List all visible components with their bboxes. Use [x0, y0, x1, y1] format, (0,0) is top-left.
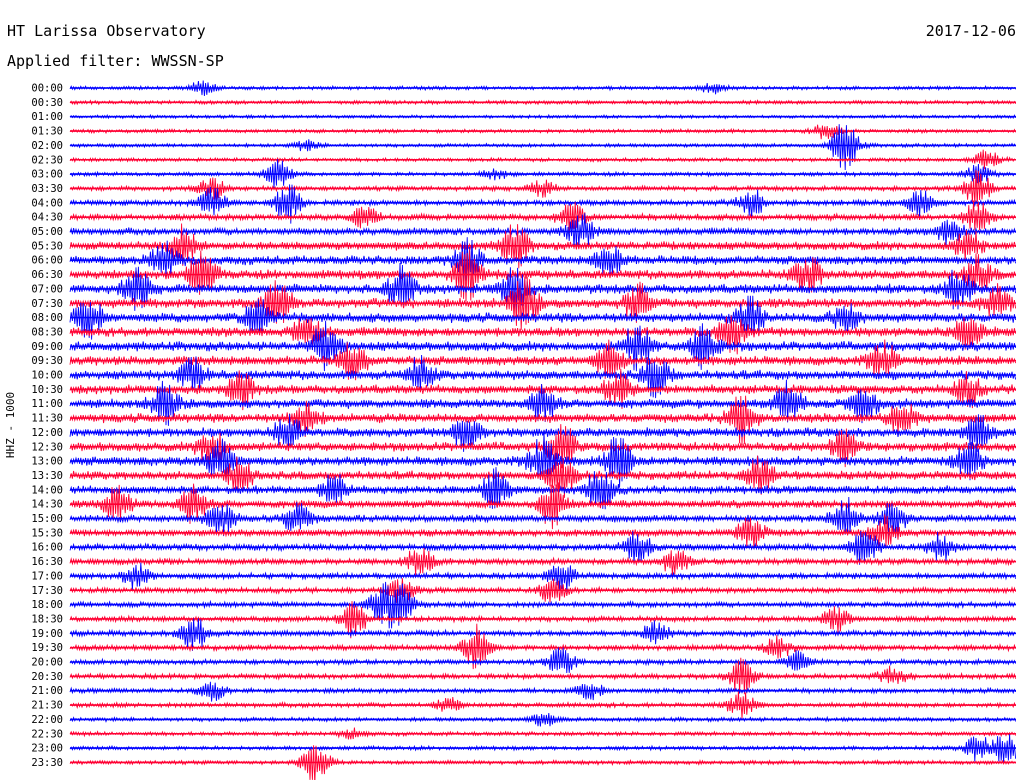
time-label-1600: 16:00	[31, 542, 63, 554]
time-label-2330: 23:30	[31, 757, 63, 769]
time-label-0100: 01:00	[31, 111, 63, 123]
time-label-1900: 19:00	[31, 628, 63, 640]
time-label-0630: 06:30	[31, 269, 63, 281]
trace-2000	[69, 647, 1017, 674]
time-label-0530: 05:30	[31, 240, 63, 252]
time-label-1700: 17:00	[31, 570, 63, 582]
time-label-2000: 20:00	[31, 657, 63, 669]
trace-1900	[69, 618, 1016, 651]
y-axis-label: HHZ - 1000	[4, 392, 17, 458]
trace-1600	[69, 530, 1017, 565]
time-label-1100: 11:00	[31, 398, 63, 410]
time-label-1830: 18:30	[31, 613, 63, 625]
time-label-1230: 12:30	[31, 441, 63, 453]
time-label-0300: 03:00	[31, 169, 63, 181]
time-label-1400: 14:00	[31, 484, 63, 496]
time-label-0230: 02:30	[31, 154, 63, 166]
time-labels: 00:00 00:30 01:00 01:30 02:00 02:30 03:00 03:30…	[31, 83, 63, 769]
trace-0130	[69, 124, 1017, 140]
time-label-1200: 12:00	[31, 427, 63, 439]
time-label-1130: 11:30	[31, 413, 63, 425]
trace-1330	[69, 455, 1017, 498]
time-label-0800: 08:00	[31, 312, 63, 324]
time-label-1630: 16:30	[31, 556, 63, 568]
time-label-0830: 08:30	[31, 326, 63, 338]
time-label-2130: 21:30	[31, 700, 63, 712]
time-label-0430: 04:30	[31, 212, 63, 224]
record-date: 2017-12-06	[926, 22, 1016, 40]
time-label-0130: 01:30	[31, 126, 63, 138]
time-label-1730: 17:30	[31, 585, 63, 597]
trace-2100	[69, 681, 1017, 702]
time-label-2200: 22:00	[31, 714, 63, 726]
time-label-0900: 09:00	[31, 341, 63, 353]
time-label-2100: 21:00	[31, 685, 63, 697]
time-label-1000: 10:00	[31, 370, 63, 382]
time-label-2300: 23:00	[31, 743, 63, 755]
observatory-title: HT Larissa Observatory	[7, 22, 206, 40]
time-label-1800: 18:00	[31, 599, 63, 611]
trace-0400	[69, 184, 1017, 224]
trace-2130	[69, 691, 1017, 719]
time-label-1530: 15:30	[31, 527, 63, 539]
trace-1700	[69, 562, 1017, 592]
time-label-0500: 05:00	[31, 226, 63, 238]
trace-0600	[69, 237, 1017, 282]
time-label-2030: 20:30	[31, 671, 63, 683]
trace-0800	[69, 295, 1017, 340]
time-label-1330: 13:30	[31, 470, 63, 482]
time-label-0000: 00:00	[31, 83, 63, 95]
time-label-0930: 09:30	[31, 355, 63, 367]
time-label-0030: 00:30	[31, 97, 63, 109]
time-label-1300: 13:00	[31, 456, 63, 468]
time-label-0200: 02:00	[31, 140, 63, 152]
time-label-1500: 15:00	[31, 513, 63, 525]
trace-0930	[69, 339, 1017, 381]
time-label-1930: 19:30	[31, 642, 63, 654]
time-label-0700: 07:00	[31, 283, 63, 295]
time-label-0730: 07:30	[31, 298, 63, 310]
time-label-1030: 10:30	[31, 384, 63, 396]
time-label-0400: 04:00	[31, 197, 63, 209]
trace-0700	[69, 262, 1017, 311]
time-label-2230: 22:30	[31, 728, 63, 740]
time-label-0600: 06:00	[31, 255, 63, 267]
seismic-traces	[69, 80, 1017, 780]
time-label-1430: 14:30	[31, 499, 63, 511]
time-label-0330: 03:30	[31, 183, 63, 195]
filter-label: Applied filter: WWSSN-SP	[7, 52, 224, 70]
